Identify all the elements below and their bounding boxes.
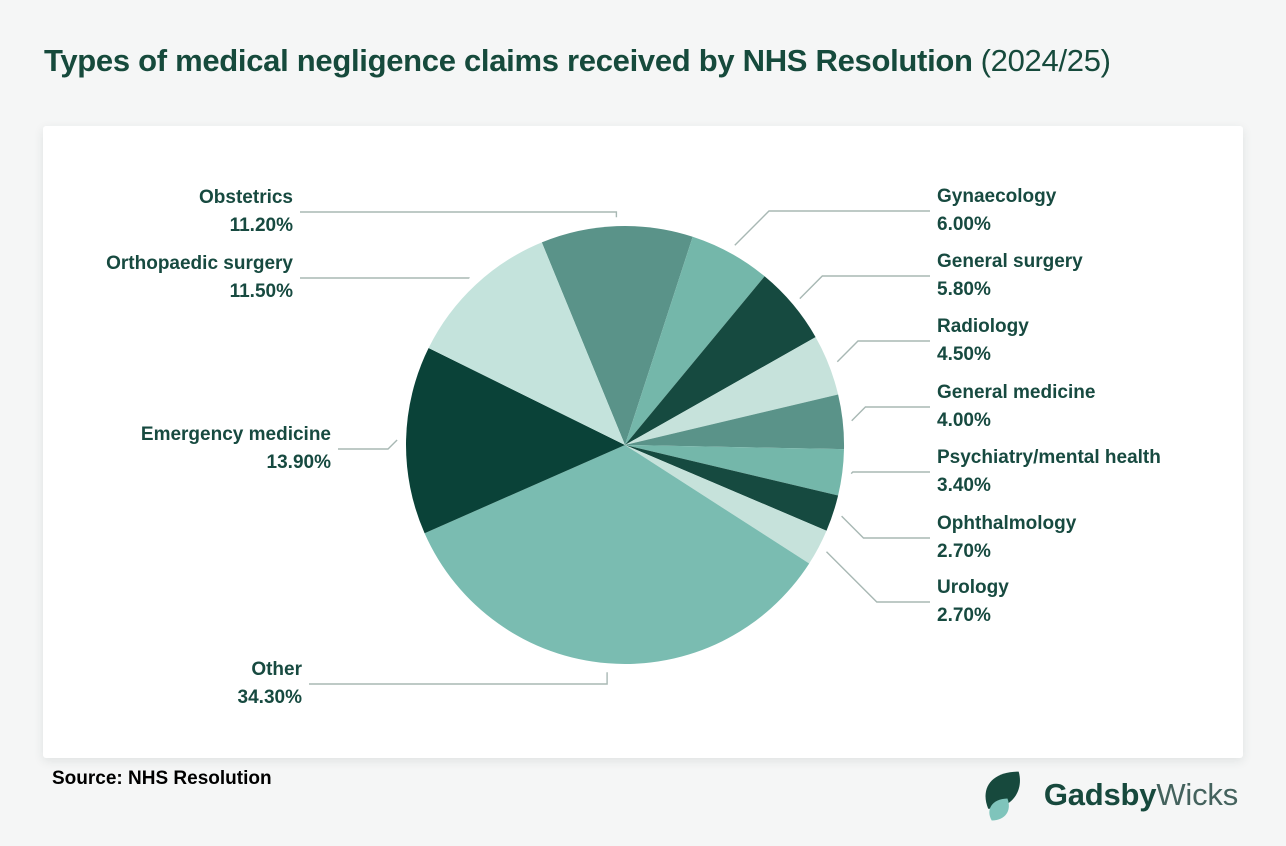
pie-slice-gynaecology <box>625 236 765 445</box>
leader-line-other <box>309 672 608 685</box>
pie-chart <box>300 210 930 685</box>
slice-label: Radiology <box>937 316 1029 337</box>
pie-callout-other: Other 34.30% <box>238 656 302 712</box>
pie-slice-urology <box>625 445 827 564</box>
slice-label: Emergency medicine <box>140 424 331 445</box>
brand-gadsby: Gadsby <box>1043 777 1157 812</box>
pie-callout-obstetrics: Obstetrics 11.20% <box>199 184 293 240</box>
slice-label: General medicine <box>937 382 1096 403</box>
leader-line-radiology <box>836 340 930 363</box>
pie-slice-psychiatry-mental-health <box>625 445 844 496</box>
pie-slice-orthopaedic-surgery <box>428 242 625 445</box>
slice-value: 6.00% <box>937 214 991 235</box>
slice-label: Urology <box>937 577 1009 598</box>
page-title: Types of medical negligence claims recei… <box>44 42 1111 80</box>
leader-line-general-medicine <box>851 406 930 422</box>
pie-callout-ophthalmology: Ophthalmology 2.70% <box>937 510 1076 566</box>
leader-line-emergency-medicine <box>338 439 398 450</box>
slice-label: General surgery <box>937 251 1083 272</box>
pie-slice-general-medicine <box>625 394 845 450</box>
slice-label: Obstetrics <box>199 187 293 208</box>
slice-value: 2.70% <box>937 541 991 562</box>
page-title-suffix: (2024/25) <box>980 43 1111 78</box>
pie-callout-general-surgery: General surgery 5.80% <box>937 248 1083 304</box>
brand-wordmark: GadsbyWicks <box>1044 777 1238 813</box>
slice-value: 11.50% <box>229 281 293 302</box>
leader-line-urology <box>826 551 930 603</box>
slice-value: 4.50% <box>937 344 991 365</box>
pie-callout-urology: Urology 2.70% <box>937 574 1009 630</box>
pie-callout-radiology: Radiology 4.50% <box>937 313 1029 369</box>
leaf-icon <box>985 771 1020 821</box>
slice-value: 5.80% <box>937 279 991 300</box>
slice-value: 34.30% <box>237 687 302 708</box>
slice-value: 11.20% <box>229 215 293 236</box>
source-note: Source: NHS Resolution <box>52 768 272 789</box>
pie-slice-general-surgery <box>625 276 816 445</box>
slice-label: Psychiatry/mental health <box>937 447 1161 468</box>
chart-card: Obstetrics 11.20% Gynaecology 6.00% Gene… <box>43 126 1243 758</box>
leader-line-general-surgery <box>799 275 930 300</box>
pie-callout-general-medicine: General medicine 4.00% <box>937 379 1095 435</box>
page-title-main: Types of medical negligence claims recei… <box>44 43 973 78</box>
slice-label: Orthopaedic surgery <box>106 253 293 274</box>
slice-label: Other <box>251 659 302 680</box>
pie-callout-orthopaedic-surgery: Orthopaedic surgery 11.50% <box>106 250 293 306</box>
pie-slice-radiology <box>625 337 839 445</box>
slice-value: 3.40% <box>937 475 991 496</box>
pie-callout-psychiatry: Psychiatry/mental health 3.40% <box>937 444 1161 500</box>
pie-callout-gynaecology: Gynaecology 6.00% <box>937 183 1056 239</box>
leader-line-gynaecology <box>734 210 930 246</box>
slice-value: 2.70% <box>937 605 991 626</box>
pie-callout-emergency-medicine: Emergency medicine 13.90% <box>141 421 331 477</box>
slice-value: 13.90% <box>266 452 331 473</box>
pie-slice-obstetrics <box>541 225 693 445</box>
slice-label: Ophthalmology <box>937 513 1077 534</box>
leader-line-obstetrics <box>300 211 618 218</box>
leader-line-ophthalmology <box>841 515 930 539</box>
slice-value: 4.00% <box>937 410 991 431</box>
slice-label: Gynaecology <box>937 186 1057 207</box>
brand-wicks: Wicks <box>1156 777 1238 812</box>
pie-slice-emergency-medicine <box>406 348 625 534</box>
pie-slice-ophthalmology <box>625 445 839 531</box>
leader-line-psychiatry-mental-health <box>850 471 930 475</box>
pie-slice-other <box>424 445 810 664</box>
gadsbywicks-logo: GadsbyWicks <box>978 768 1238 822</box>
